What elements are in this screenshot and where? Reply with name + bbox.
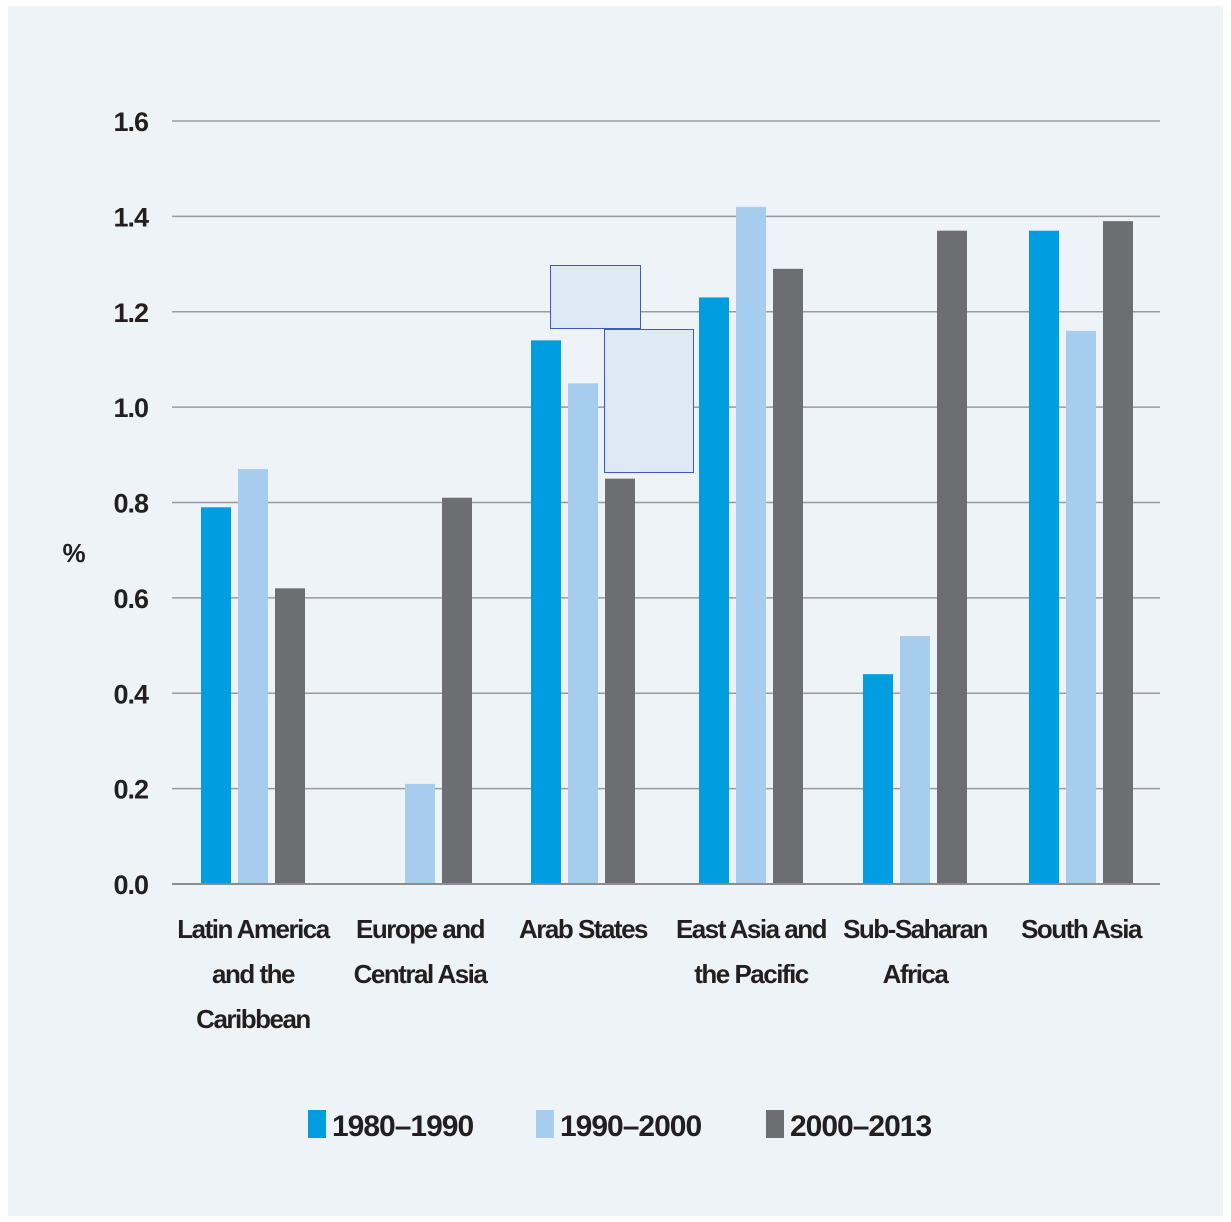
bar xyxy=(699,297,729,885)
bar xyxy=(1103,221,1133,885)
bar xyxy=(937,230,967,884)
bar xyxy=(605,478,635,884)
legend-swatch xyxy=(536,1110,554,1138)
legend-label: 1990–2000 xyxy=(560,1110,701,1143)
y-tick-label: 0.0 xyxy=(113,870,148,900)
bar xyxy=(1066,330,1096,884)
overlay-box-large xyxy=(604,329,694,473)
bar xyxy=(900,636,930,884)
bar xyxy=(773,268,803,884)
bar xyxy=(1029,230,1059,884)
bars xyxy=(201,206,1133,885)
x-tick-label: Arab States xyxy=(519,914,648,944)
category-labels: Latin America and the Caribbean Europe and C… xyxy=(177,914,1144,1034)
y-tick-label: 1.4 xyxy=(113,202,149,232)
bar xyxy=(201,507,231,884)
bar xyxy=(531,340,561,884)
legend: 1980–1990 1990–2000 2000–2013 xyxy=(308,1110,932,1143)
bar xyxy=(405,783,435,884)
y-tick-label: 0.4 xyxy=(113,679,149,709)
x-tick-label: Latin America and the Caribbean xyxy=(177,914,331,1034)
gridlines xyxy=(172,120,1160,790)
legend-swatch xyxy=(766,1110,784,1138)
legend-label: 1980–1990 xyxy=(332,1110,473,1143)
overlay-box-small xyxy=(550,265,641,329)
y-tick-label: 1.6 xyxy=(113,107,149,137)
bar xyxy=(275,588,305,884)
bar xyxy=(736,206,766,884)
x-tick-label: South Asia xyxy=(1021,914,1143,944)
y-tick-label: 0.6 xyxy=(113,584,149,614)
bar xyxy=(238,469,268,884)
legend-label: 2000–2013 xyxy=(790,1110,931,1143)
y-axis-label: % xyxy=(62,538,85,568)
y-tick-label: 0.8 xyxy=(113,489,149,519)
x-tick-label: Europe and Central Asia xyxy=(354,914,489,989)
legend-swatch xyxy=(308,1110,326,1138)
x-tick-label: Sub-Saharan Africa xyxy=(843,914,987,989)
bar xyxy=(442,497,472,884)
y-axis-ticks: 0.0 0.2 0.4 0.6 0.8 1.0 1.2 1.4 1.6 xyxy=(113,107,150,900)
y-tick-label: 0.2 xyxy=(113,775,148,805)
y-tick-label: 1.2 xyxy=(113,298,148,328)
y-tick-label: 1.0 xyxy=(113,393,148,423)
x-tick-label: East Asia and the Pacific xyxy=(676,914,827,989)
bar xyxy=(568,383,598,884)
bar xyxy=(863,674,893,884)
